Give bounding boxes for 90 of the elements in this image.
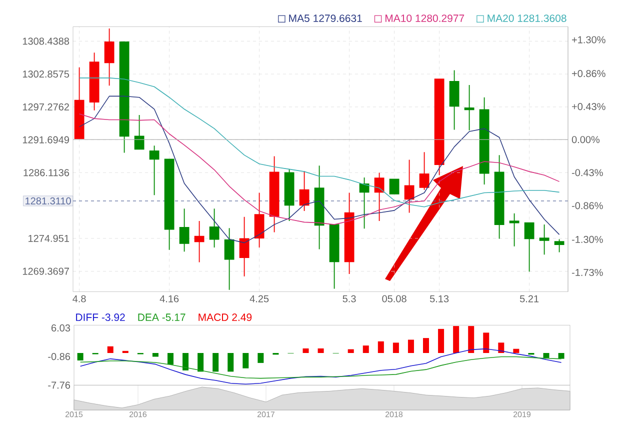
y-tick-label: 1297.2762 [22,103,69,110]
y2-tick-label: +0.43% [572,103,606,110]
bar [318,348,324,353]
x-tick-label: 4.16 [160,295,179,302]
candlestick [449,70,460,130]
x-tick-label: 2017 [258,412,274,418]
bar [107,346,114,353]
text: MACD 2.49 [198,314,252,321]
candlestick [314,165,324,250]
legend-label: MA20 1281.3608 [488,14,566,22]
y-tick-label: 1291.6949 [22,136,69,144]
y2-tick-label: +1.30% [572,36,606,44]
bar [348,349,354,353]
candlestick [254,192,264,248]
bar [423,338,430,353]
x-tick-label: 4.25 [250,295,269,302]
x-tick-label: 5.21 [520,295,539,302]
bar [558,352,564,359]
candlestick [89,52,100,111]
y-tick-label: 1302.8575 [22,70,70,78]
bar [408,340,414,353]
y-tick-label: -0.86 [48,353,70,360]
candlestick [344,192,354,274]
candlestick [209,208,220,248]
bar [483,332,490,353]
candlestick [239,216,250,277]
bar [453,326,460,353]
x-tick-label: 05.08 [382,295,406,302]
line-series [78,113,560,225]
y2-tick-label: -0.43% [572,169,603,176]
candlestick [434,78,444,176]
bar [543,352,550,358]
text: DIFF -3.92 [76,314,125,321]
y-tick-label: 1286.1136 [24,169,70,176]
x-tick-label: 5.13 [430,295,449,302]
candlestick [74,66,84,140]
candlestick [479,96,490,185]
candlestick [119,40,130,154]
candlestick [224,228,234,290]
bar [242,352,249,368]
y-tick-label: 6.03 [52,324,70,332]
y2-tick-label: -1.30% [572,236,603,243]
bar [77,352,84,360]
y-tick-label: -7.76 [48,382,70,389]
bar [438,328,444,353]
y2-tick-label: -1.73% [572,268,603,276]
y-tick-label: 1274.951 [28,234,69,242]
candlestick [284,168,294,222]
candlestick [194,220,204,263]
bar [228,352,234,372]
line-series [78,96,560,244]
bar [152,352,158,357]
x-tick-label: 2018 [386,412,403,418]
bar [198,352,204,372]
bar [378,341,384,353]
bar [212,352,219,372]
candlestick [494,154,504,240]
x-tick-label: 4.8 [72,295,86,302]
x-tick-label: 5.3 [342,295,356,302]
y2-tick-label: +0.86% [572,70,606,78]
x-tick-label: 2019 [514,412,531,418]
candlestick [149,145,160,196]
bar [302,348,309,353]
candlestick [179,208,190,252]
candlestick [329,224,340,290]
ref-line-label: 1281.3110 [26,197,71,204]
y2-tick-label: -0.86% [572,202,603,210]
y-tick-label: 1269.3697 [22,268,69,275]
bar [513,348,520,353]
candlestick [104,28,114,86]
candlestick [269,156,280,233]
bar [258,352,264,363]
bar [362,346,369,353]
bar [182,352,189,370]
candlestick [554,238,564,253]
bar [468,326,474,353]
candlestick [164,158,174,250]
y-tick-label: 1308.4388 [22,38,70,45]
candlestick [389,178,400,194]
bar [168,352,174,365]
legend-label: MA5 1279.6631 [289,14,362,22]
x-tick-label: 2015 [66,412,83,418]
x-tick-label: 2016 [130,412,147,418]
y2-tick-label: 0.00% [572,136,600,144]
line-series [80,348,562,385]
legend-label: MA10 1280.2977 [386,14,464,22]
candlestick [134,114,144,150]
text: DEA -5.17 [138,314,186,321]
bar [392,342,399,353]
bar [498,342,504,353]
